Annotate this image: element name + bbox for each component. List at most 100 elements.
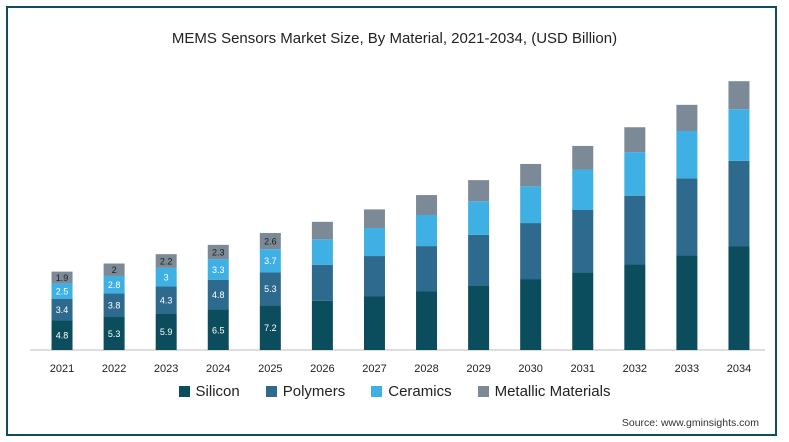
bar-segment-ceramics-2023 [155,267,177,287]
bar-segment-ceramics-2032 [624,152,646,196]
bar-segment-silicon-2034 [728,246,750,350]
data-label: 4.8 [212,290,225,300]
data-label: 3.4 [56,305,69,315]
bar-segment-ceramics-2025 [259,249,281,273]
bar-segment-polymers-2028 [416,246,438,292]
x-tick-label: 2024 [206,363,230,375]
bar-segment-polymers-2026 [311,264,333,301]
data-label: 3.7 [264,256,277,266]
legend-label: Ceramics [388,383,452,400]
bar-segment-polymers-2029 [468,234,490,286]
bar-segment-silicon-2028 [416,291,438,350]
data-label: 4.8 [56,331,69,341]
bar-segment-metallic-materials-2030 [520,163,542,187]
data-label: 7.2 [264,323,277,333]
bar-segment-polymers-2023 [155,286,177,314]
chart-legend: Silicon Polymers Ceramics Metallic Material… [0,383,789,400]
bar-segment-ceramics-2026 [311,239,333,265]
x-tick-label: 2031 [571,363,595,375]
bar-segment-metallic-materials-2029 [468,180,490,202]
legend-swatch [477,386,489,397]
bar-segment-ceramics-2028 [416,214,438,247]
bar-segment-polymers-2032 [624,195,646,265]
x-tick-label: 2033 [675,363,699,375]
bar-segment-polymers-2024 [207,279,229,310]
bar-segment-ceramics-2029 [468,201,490,235]
data-label: 3.8 [108,301,121,311]
x-tick-label: 2026 [310,363,334,375]
x-tick-label: 2028 [414,363,438,375]
data-label: 2 [112,265,117,275]
legend-swatch [178,386,190,397]
legend-label: Silicon [195,383,240,400]
bar-segment-metallic-materials-2027 [363,209,385,229]
legend-item-ceramics: Ceramics [371,383,452,400]
legend-item-polymers: Polymers [265,383,346,400]
x-tick-label: 2021 [50,363,74,375]
x-tick-label: 2029 [466,363,490,375]
x-tick-label: 2022 [102,363,126,375]
bar-segment-silicon-2031 [572,272,594,350]
bar-segment-metallic-materials-2021 [51,271,73,284]
legend-swatch [371,386,383,397]
x-tick-label: 2030 [518,363,542,375]
data-label: 4.3 [160,295,173,305]
bar-segment-polymers-2027 [363,256,385,297]
source-note: Source: www.gminsights.com [621,417,759,429]
x-tick-label: 2032 [623,363,647,375]
legend-label: Polymers [282,383,346,400]
bar-segment-polymers-2021 [51,298,73,321]
bar-segment-metallic-materials-2026 [311,221,333,240]
data-label: 2.3 [212,248,225,258]
bar-segment-silicon-2032 [624,264,646,350]
bar-segment-silicon-2033 [676,255,698,350]
bar-segment-ceramics-2027 [363,228,385,257]
bar-segment-ceramics-2030 [520,186,542,224]
bar-segment-metallic-materials-2032 [624,127,646,153]
bar-segment-polymers-2025 [259,272,281,306]
legend-item-silicon: Silicon [178,383,240,400]
bar-segment-metallic-materials-2024 [207,244,229,260]
x-tick-label: 2034 [727,363,751,375]
bar-segment-silicon-2026 [311,300,333,350]
bar-segment-ceramics-2033 [676,130,698,179]
bar-segment-ceramics-2034 [728,109,750,161]
legend-swatch [265,386,277,397]
bar-segment-ceramics-2022 [103,275,125,294]
bar-segment-metallic-materials-2023 [155,254,177,268]
chart-frame [6,6,777,436]
bar-segment-silicon-2023 [155,313,177,350]
data-label: 5.3 [264,284,277,294]
bar-segment-polymers-2030 [520,223,542,280]
bar-segment-ceramics-2031 [572,169,594,210]
data-label: 2.5 [56,287,69,297]
legend-item-metallic-materials: Metallic Materials [477,383,611,400]
legend-label: Metallic Materials [494,383,611,400]
data-label: 6.5 [212,325,225,335]
bar-segment-metallic-materials-2031 [572,145,594,170]
x-tick-label: 2025 [258,363,282,375]
x-tick-label: 2023 [154,363,178,375]
bar-segment-polymers-2031 [572,210,594,273]
bar-segment-metallic-materials-2033 [676,104,698,131]
bar-segment-ceramics-2021 [51,283,73,299]
bar-segment-silicon-2030 [520,279,542,350]
bar-segment-ceramics-2024 [207,259,229,280]
data-label: 5.9 [160,327,173,337]
bar-segment-silicon-2022 [103,317,125,350]
bar-segment-polymers-2033 [676,178,698,256]
data-label: 5.3 [108,329,121,339]
bar-segment-metallic-materials-2022 [103,263,125,276]
bar-segment-polymers-2034 [728,160,750,247]
data-label: 2.6 [264,237,277,247]
data-label: 2.8 [108,280,121,290]
bar-segment-silicon-2029 [468,285,490,350]
data-label: 3 [164,273,169,283]
chart-title: MEMS Sensors Market Size, By Material, 2… [171,30,618,47]
x-tick-label: 2027 [362,363,386,375]
bar-segment-metallic-materials-2028 [416,195,438,215]
bar-segment-silicon-2025 [259,305,281,350]
bar-segment-silicon-2027 [363,296,385,350]
data-label: 1.9 [56,273,69,283]
